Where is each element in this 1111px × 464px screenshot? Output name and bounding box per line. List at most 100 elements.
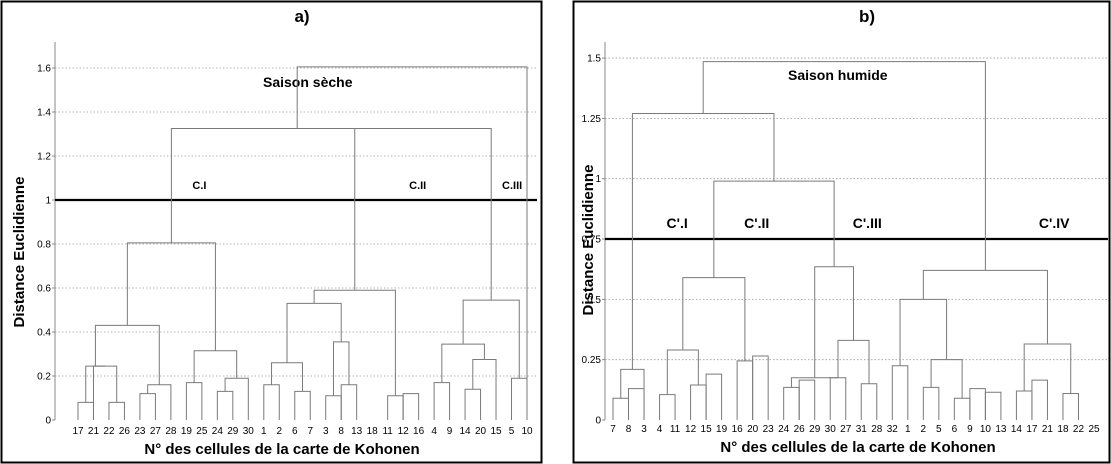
panel-b: b) Distance Euclidienne N° des cellules …	[572, 0, 1111, 464]
y-tick-label: 0.4	[37, 328, 51, 339]
dendrogram-link	[829, 377, 847, 420]
leaf-label: 18	[1057, 424, 1069, 435]
dendrogram-link	[666, 349, 699, 395]
dendrogram-link	[631, 113, 775, 370]
leaf-label: 16	[732, 424, 744, 435]
y-tick-label: 1.6	[37, 64, 51, 75]
leaf-label: 7	[610, 424, 616, 435]
dendrogram-link	[296, 66, 528, 420]
leaf-label: 15	[701, 424, 713, 435]
dendrogram-link	[340, 384, 358, 420]
leaf-label: 2	[276, 426, 282, 437]
panel-a-y-ticks: 0 0.2 0.4 0.6 0.8 1 1.2 1.4 1.6	[37, 42, 56, 427]
dendrogram-link	[185, 382, 203, 420]
leaf-label: 14	[460, 426, 472, 437]
leaf-label: 19	[716, 424, 728, 435]
dendrogram-link	[294, 390, 311, 420]
dendrogram-link	[271, 362, 303, 392]
leaf-label: 22	[103, 426, 115, 437]
panel-a-border	[0, 0, 543, 464]
dendrogram-link	[441, 343, 485, 383]
y-tick-label: 0.8	[37, 240, 51, 251]
y-tick-label: 1	[45, 196, 51, 207]
cluster-label: C'.IV	[1039, 215, 1070, 231]
panel-a-xlabel: N° des cellules de la carte de Kohonen	[144, 441, 419, 458]
panel-a-tree	[77, 66, 528, 420]
dendrogram-link	[659, 394, 676, 420]
panel-a-annotation: Saison sèche	[263, 74, 353, 90]
cluster-label: C'.II	[744, 215, 769, 231]
leaf-label: 23	[763, 424, 775, 435]
leaf-label: 4	[431, 426, 437, 437]
dendrogram-link	[612, 397, 630, 420]
leaf-label: 29	[227, 426, 239, 437]
y-tick-label: 0.2	[37, 372, 51, 383]
leaf-label: 27	[150, 426, 162, 437]
leaf-label: 14	[1011, 424, 1023, 435]
dendrogram-link	[814, 266, 854, 378]
cluster-label: C'.I	[667, 215, 688, 231]
leaf-label: 29	[809, 424, 821, 435]
panel-b-leaf-labels: 7 8 3 4 11 12 15 19 16 20 23 24 26 29 30 27 31 28 32 1 2 5 6 9 1…	[610, 424, 1100, 435]
dendrogram-link	[620, 368, 645, 420]
y-tick-label: 1.5	[587, 54, 601, 65]
dendrogram-link	[922, 386, 940, 420]
dendrogram-link	[464, 388, 482, 420]
leaf-label: 24	[212, 426, 224, 437]
cluster-label: C'.III	[853, 215, 882, 231]
y-tick-label: 0.5	[587, 295, 601, 306]
leaf-label: 3	[641, 424, 647, 435]
leaf-label: 30	[825, 424, 837, 435]
dendrogram-link	[472, 359, 497, 420]
cluster-label: C.I	[192, 180, 206, 192]
leaf-label: 9	[967, 424, 973, 435]
dendrogram-link	[736, 360, 754, 420]
dendrogram-link	[402, 393, 420, 420]
panel-b-y-ticks: 0 0.25 0.5 0.75 1 1.25 1.5	[582, 42, 606, 427]
y-tick-label: 1	[595, 174, 601, 185]
leaf-label: 11	[382, 426, 393, 437]
cluster-label: C.II	[409, 180, 426, 192]
dendrogram-link	[713, 180, 835, 278]
dendrogram-link	[1031, 379, 1048, 420]
dendrogram-link	[702, 61, 986, 271]
panel-b-gridlines	[605, 57, 1108, 361]
leaf-label: 28	[871, 424, 883, 435]
leaf-label: 5	[509, 426, 515, 437]
leaf-label: 6	[292, 426, 298, 437]
leaf-label: 12	[685, 424, 697, 435]
dendrogram-link	[790, 377, 838, 388]
dendrogram-link	[860, 383, 878, 420]
dendrogram-link	[1062, 392, 1079, 420]
leaf-label: 20	[747, 424, 759, 435]
y-tick-label: 0.6	[37, 284, 51, 295]
leaf-label: 21	[1042, 424, 1054, 435]
dendrogram-link	[263, 384, 280, 420]
dendrogram-link	[313, 289, 396, 396]
panel-b-annotation: Saison humide	[788, 67, 888, 83]
leaf-label: 30	[243, 426, 255, 437]
leaf-label: 16	[413, 426, 425, 437]
leaf-label: 19	[181, 426, 193, 437]
dendrogram-link	[325, 395, 342, 420]
dendrogram-link	[922, 269, 1048, 344]
leaf-label: 4	[657, 424, 663, 435]
leaf-label: 1	[261, 426, 267, 437]
dendrogram-link	[85, 365, 106, 403]
dendrogram-link	[682, 277, 746, 361]
dendrogram-link	[752, 355, 769, 420]
dendrogram-link	[628, 388, 645, 420]
leaf-label: 28	[165, 426, 177, 437]
panel-a: a) Distance Euclidienne N° des cellules …	[0, 0, 543, 464]
leaf-label: 25	[1088, 424, 1100, 435]
panel-b-ylabel: Distance Euclidienne	[580, 165, 597, 316]
leaf-label: 22	[1073, 424, 1085, 435]
leaf-label: 17	[1026, 424, 1038, 435]
dendrogram-link	[969, 388, 986, 420]
dendrogram-link	[170, 128, 423, 243]
leaf-label: 15	[490, 426, 502, 437]
y-tick-label: 0	[45, 416, 51, 427]
leaf-label: 21	[88, 426, 100, 437]
panel-a-gridlines	[55, 67, 537, 377]
